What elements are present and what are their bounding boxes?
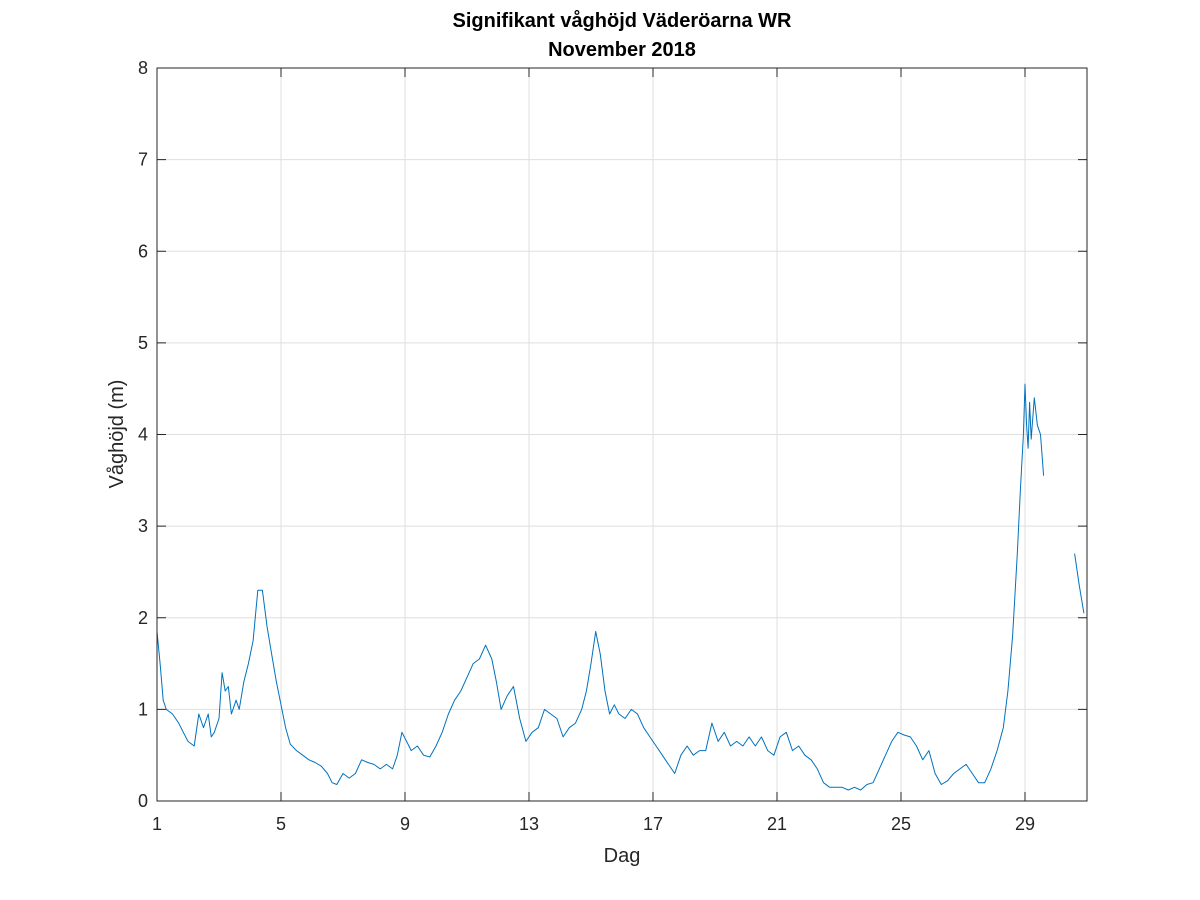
x-tick-label: 9: [400, 814, 410, 834]
series-line: [1074, 553, 1085, 614]
x-tick-label: 1: [152, 814, 162, 834]
x-tick-label: 29: [1015, 814, 1035, 834]
y-tick-label: 1: [138, 699, 148, 719]
y-tick-label: 3: [138, 516, 148, 536]
chart-title: Signifikant våghöjd Väderöarna WR: [453, 9, 792, 32]
y-tick-label: 6: [138, 241, 148, 261]
y-tick-label: 4: [138, 425, 148, 445]
y-tick-label: 2: [138, 608, 148, 628]
x-tick-label: 25: [891, 814, 911, 834]
x-tick-label: 5: [276, 814, 286, 834]
y-tick-label: 7: [138, 150, 148, 170]
series-line: [156, 383, 1045, 791]
x-tick-label: 13: [519, 814, 539, 834]
chart-subtitle: November 2018: [548, 39, 696, 61]
y-tick-label: 0: [138, 791, 148, 811]
y-axis-label: Våghöjd (m): [106, 380, 128, 489]
y-tick-label: 8: [138, 58, 148, 78]
x-tick-label: 21: [767, 814, 787, 834]
y-tick-label: 5: [138, 333, 148, 353]
x-axis-label: Dag: [604, 845, 641, 867]
series-layer: [156, 383, 1085, 791]
x-tick-label: 17: [643, 814, 663, 834]
